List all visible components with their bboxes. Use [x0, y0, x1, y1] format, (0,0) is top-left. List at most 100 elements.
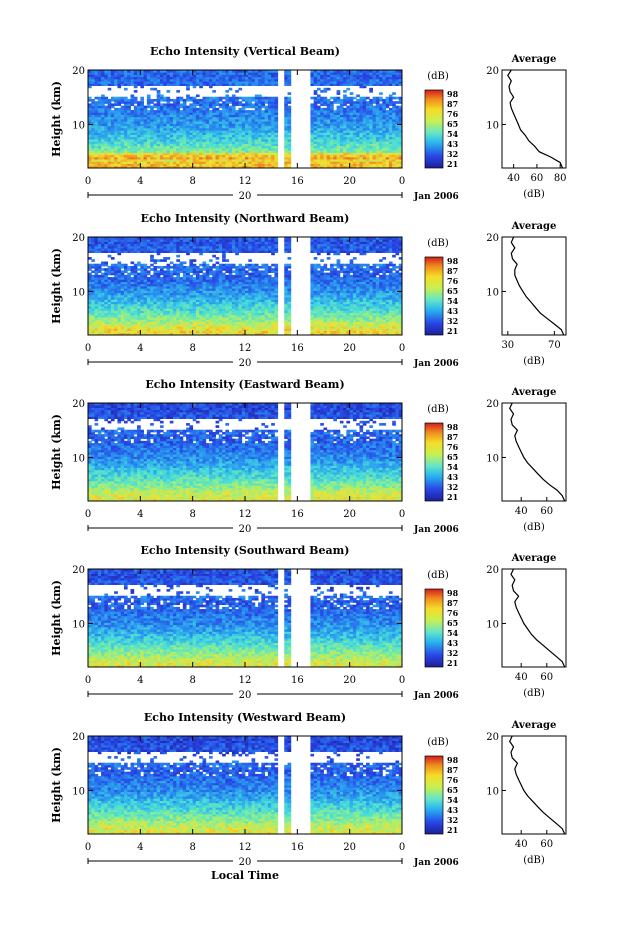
heatmap-cell: [120, 150, 125, 153]
heatmap-cell: [320, 159, 324, 162]
heatmap-cell: [153, 141, 158, 144]
heatmap-cell: [238, 87, 243, 91]
heatmap-cell: [146, 147, 151, 151]
heatmap-cell: [159, 81, 164, 84]
heatmap-cell: [110, 139, 115, 142]
heatmap-cell: [120, 134, 125, 138]
heatmap-cell: [130, 119, 135, 122]
heatmap-cell: [107, 110, 112, 113]
heatmap-cell: [271, 78, 275, 82]
heatmap-cell: [238, 121, 243, 124]
heatmap-cell: [101, 125, 105, 129]
heatmap-cell: [215, 123, 220, 127]
heatmap-cell: [110, 76, 115, 80]
heatmap-cell: [130, 165, 135, 169]
heatmap-cell: [91, 116, 95, 120]
heatmap-cell: [101, 81, 105, 84]
heatmap-cell: [101, 83, 105, 86]
heatmap-cell: [231, 98, 236, 102]
heatmap-cell: [150, 76, 154, 80]
heatmap-cell: [195, 143, 200, 147]
heatmap-cell: [173, 156, 177, 160]
heatmap-cell: [333, 143, 337, 147]
heatmap-cell: [222, 74, 226, 78]
heatmap-cell: [241, 156, 246, 160]
day-label: 20: [239, 191, 252, 202]
heatmap-cell: [248, 105, 252, 109]
heatmap-cell: [222, 132, 226, 135]
heatmap-cell: [284, 143, 288, 147]
heatmap-cell: [254, 98, 259, 102]
heatmap-cell: [264, 152, 269, 156]
heatmap-cell: [212, 143, 216, 147]
heatmap-cell: [176, 101, 180, 104]
heatmap-cell: [372, 96, 377, 100]
heatmap-cell: [209, 74, 213, 78]
heatmap-cell: [209, 139, 213, 142]
heatmap-cell: [166, 83, 171, 86]
heatmap-cell: [352, 101, 357, 104]
heatmap-cell: [225, 123, 230, 127]
heatmap-cell: [215, 78, 220, 82]
colorbar-tick-label: 98: [447, 89, 459, 99]
heatmap-cell: [186, 265, 190, 269]
heatmap-cell: [189, 116, 194, 120]
heatmap-cell: [104, 76, 109, 80]
heatmap-cell: [284, 105, 288, 109]
heatmap-cell: [107, 147, 112, 151]
heatmap-cell: [254, 105, 259, 109]
heatmap-cell: [258, 159, 262, 162]
heatmap-cell: [346, 96, 351, 100]
heatmap-cell: [205, 145, 210, 149]
heatmap-cell: [186, 154, 190, 158]
heatmap-cell: [228, 152, 233, 156]
heatmap-cell: [323, 136, 328, 140]
heatmap-cell: [215, 110, 220, 113]
heatmap-cell: [94, 123, 99, 127]
heatmap-cell: [323, 130, 328, 133]
heatmap-cell: [271, 76, 275, 80]
heatmap-cell: [320, 107, 324, 111]
heatmap-cell: [225, 132, 230, 135]
heatmap-cell: [254, 134, 259, 138]
heatmap-cell: [91, 74, 95, 78]
heatmap-cell: [127, 78, 131, 82]
heatmap-cell: [182, 265, 187, 269]
heatmap-cell: [267, 76, 272, 80]
heatmap-cell: [88, 105, 92, 109]
heatmap-cell: [166, 119, 171, 122]
heatmap-cell: [176, 134, 180, 138]
heatmap-cell: [258, 136, 262, 140]
heatmap-cell: [123, 110, 128, 113]
heatmap-cell: [179, 123, 184, 127]
heatmap-cell: [137, 272, 141, 276]
heatmap-cell: [310, 161, 315, 164]
heatmap-cell: [202, 156, 207, 160]
heatmap-cell: [123, 152, 128, 156]
heatmap-cell: [163, 139, 167, 142]
heatmap-cell: [153, 121, 158, 124]
heatmap-cell: [114, 112, 118, 115]
heatmap-cell: [245, 116, 249, 120]
heatmap-cell: [326, 114, 331, 118]
heatmap-cell: [104, 145, 109, 149]
heatmap-cell: [163, 125, 167, 129]
heatmap-cell: [326, 150, 331, 153]
heatmap-cell: [264, 156, 269, 160]
heatmap-cell: [320, 103, 324, 107]
heatmap-cell: [159, 74, 164, 78]
heatmap-cell: [163, 134, 167, 138]
heatmap-cell: [202, 165, 207, 169]
heatmap-cell: [133, 121, 138, 124]
heatmap-cell: [261, 121, 266, 124]
panel-2: Echo Intensity (Northward Beam)Height (k…: [50, 212, 567, 369]
heatmap-cell: [326, 134, 331, 138]
heatmap-cell: [254, 94, 259, 98]
heatmap-cell: [261, 130, 266, 133]
heatmap-cell: [140, 141, 144, 144]
heatmap-cell: [133, 76, 138, 80]
heatmap-cell: [192, 156, 197, 160]
heatmap-cell: [261, 125, 266, 129]
heatmap-cell: [287, 83, 292, 86]
heatmap-cell: [248, 83, 252, 86]
